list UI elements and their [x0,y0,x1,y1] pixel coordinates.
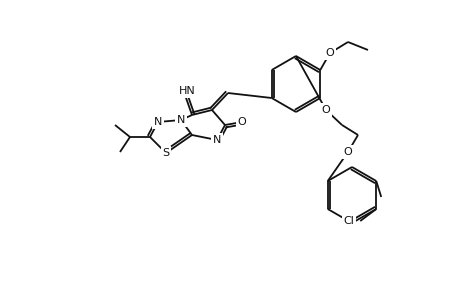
Text: O: O [325,48,334,58]
Text: N: N [153,117,162,127]
Text: O: O [237,117,246,127]
Text: S: S [162,148,169,158]
Text: O: O [343,147,352,157]
Text: O: O [321,105,330,115]
Text: N: N [176,115,185,125]
Text: HN: HN [178,86,195,96]
Text: N: N [213,135,221,145]
Text: Cl: Cl [342,216,353,226]
